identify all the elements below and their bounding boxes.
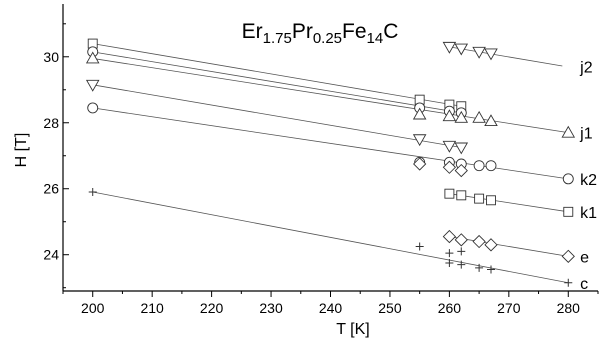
data-point-plus: [445, 249, 454, 258]
title-subscript: 14: [367, 30, 384, 47]
title-part: C: [383, 20, 398, 43]
data-point-diamond: [413, 157, 427, 171]
data-point-triangle-up: [484, 114, 498, 127]
data-point-triangle-down: [85, 79, 100, 92]
axes: 200 210 220 230 240 250 260 270 280 24 26 28 30: [43, 4, 599, 316]
data-point-triangle-down: [454, 43, 469, 56]
series-label-k2: k2: [580, 172, 597, 189]
data-point-circle: [473, 160, 485, 172]
data-point-triangle-down: [442, 140, 457, 153]
data-point-diamond: [442, 160, 457, 174]
series-label-k1: k1: [580, 205, 597, 222]
data-point-circle: [562, 173, 574, 185]
x-tick-label: 210: [140, 300, 164, 316]
data-point-plus: [475, 263, 484, 272]
data-point-triangle-down: [484, 48, 498, 61]
x-axis-title: T [K]: [336, 321, 370, 338]
series-label-j1: j1: [579, 126, 593, 143]
data-point-diamond: [442, 229, 457, 244]
data-point-triangle-up: [454, 110, 469, 123]
data-point-circle: [485, 160, 497, 172]
series-label-j2: j2: [579, 60, 593, 77]
title-subscript: 1.75: [263, 30, 292, 47]
data-point-triangle-down: [454, 142, 469, 155]
fit-line: [449, 193, 569, 213]
title-part: Fe: [342, 20, 367, 43]
title-part: Er: [242, 20, 263, 43]
fit-lines: [92, 43, 569, 284]
data-point-triangle-down: [442, 41, 457, 54]
data-point-plus: [88, 188, 97, 197]
chart-title: Er1.75Pr0.25Fe14C: [242, 20, 399, 47]
fit-line: [92, 107, 569, 180]
data-point-square: [486, 195, 496, 206]
x-tick-label: 230: [259, 300, 283, 316]
data-point-triangle-down: [472, 46, 486, 59]
title-part: Pr: [292, 20, 313, 43]
data-markers: [85, 38, 576, 287]
x-tick-label: 250: [378, 300, 402, 316]
data-point-square: [563, 206, 574, 217]
fit-line: [449, 46, 563, 67]
y-tick-label: 28: [43, 115, 59, 131]
series-label-c: c: [580, 276, 588, 293]
x-tick-label: 200: [81, 300, 105, 316]
data-point-diamond: [561, 249, 575, 263]
x-tick-label: 220: [200, 300, 224, 316]
data-point-plus: [457, 260, 466, 269]
data-point-square: [474, 193, 485, 204]
fit-line: [449, 236, 569, 257]
y-tick-label: 24: [43, 247, 59, 263]
data-point-triangle-up: [412, 107, 427, 120]
data-point-triangle-up: [472, 110, 486, 123]
data-point-triangle-up: [561, 125, 576, 138]
fit-line: [92, 51, 462, 114]
fit-line: [92, 58, 569, 134]
data-point-square: [444, 188, 455, 199]
x-tick-label: 240: [319, 300, 343, 316]
data-point-diamond: [484, 238, 498, 252]
title-subscript: 0.25: [313, 30, 342, 47]
y-tick-label: 30: [43, 49, 59, 65]
data-point-plus: [445, 258, 454, 267]
data-point-triangle-down: [412, 134, 427, 147]
data-point-triangle-up: [85, 51, 100, 64]
data-point-diamond: [472, 234, 486, 249]
y-tick-label: 26: [43, 181, 59, 197]
series-labels: j2 j1 k2 k1 ec: [579, 60, 597, 293]
series-label-e: e: [580, 249, 589, 266]
data-point-circle: [87, 102, 99, 114]
fit-line: [92, 191, 569, 284]
fit-line: [92, 43, 462, 107]
data-point-diamond: [454, 233, 468, 247]
y-axis-title: H [T]: [13, 133, 30, 168]
data-point-plus: [457, 247, 466, 256]
data-point-plus: [564, 278, 573, 287]
data-point-plus: [487, 265, 495, 274]
x-tick-label: 270: [497, 300, 521, 316]
x-tick-label: 260: [438, 300, 462, 316]
data-point-diamond: [454, 163, 468, 178]
x-tick-label: 280: [557, 300, 581, 316]
data-point-plus: [415, 242, 424, 251]
data-point-square: [456, 190, 467, 201]
fit-line: [92, 84, 462, 148]
data-point-triangle-up: [442, 109, 457, 122]
